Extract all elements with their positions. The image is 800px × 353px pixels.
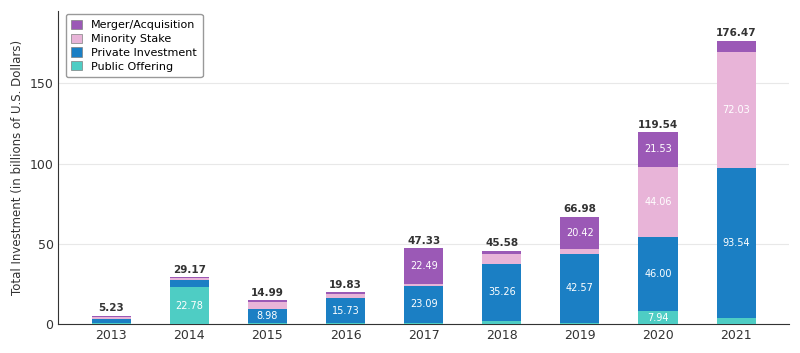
Bar bbox=[92, 317, 130, 319]
Bar bbox=[326, 298, 365, 323]
Bar bbox=[404, 284, 443, 286]
Bar bbox=[326, 323, 365, 324]
Text: 45.58: 45.58 bbox=[486, 239, 518, 249]
Bar bbox=[326, 294, 365, 298]
Bar bbox=[638, 167, 678, 238]
Text: 14.99: 14.99 bbox=[251, 288, 284, 298]
Bar bbox=[404, 286, 443, 323]
Text: 42.57: 42.57 bbox=[566, 283, 594, 293]
Text: 47.33: 47.33 bbox=[407, 236, 440, 246]
Bar bbox=[404, 248, 443, 284]
Bar bbox=[248, 301, 287, 309]
Bar bbox=[170, 277, 209, 278]
Bar bbox=[92, 316, 130, 317]
Text: 44.06: 44.06 bbox=[644, 197, 672, 207]
Bar bbox=[482, 264, 522, 321]
Text: 35.26: 35.26 bbox=[488, 287, 516, 297]
Bar bbox=[248, 323, 287, 324]
Text: 46.00: 46.00 bbox=[644, 269, 672, 279]
Bar bbox=[170, 280, 209, 287]
Bar bbox=[717, 168, 756, 318]
Bar bbox=[560, 249, 599, 254]
Bar bbox=[92, 323, 130, 324]
Text: 176.47: 176.47 bbox=[716, 29, 757, 38]
Text: 93.54: 93.54 bbox=[722, 238, 750, 248]
Bar bbox=[560, 323, 599, 324]
Text: 22.49: 22.49 bbox=[410, 261, 438, 271]
Bar bbox=[638, 238, 678, 311]
Bar bbox=[560, 216, 599, 249]
Text: 29.17: 29.17 bbox=[173, 265, 206, 275]
Text: 5.23: 5.23 bbox=[98, 303, 124, 313]
Text: 15.73: 15.73 bbox=[332, 306, 359, 316]
Bar bbox=[638, 311, 678, 324]
Text: 66.98: 66.98 bbox=[563, 204, 596, 214]
Bar bbox=[482, 251, 522, 254]
Bar bbox=[326, 292, 365, 294]
Bar bbox=[717, 318, 756, 324]
Bar bbox=[482, 321, 522, 324]
Bar bbox=[717, 52, 756, 168]
Bar bbox=[717, 41, 756, 52]
Text: 20.42: 20.42 bbox=[566, 228, 594, 238]
Text: 119.54: 119.54 bbox=[638, 120, 678, 130]
Text: 8.98: 8.98 bbox=[257, 311, 278, 321]
Bar bbox=[638, 132, 678, 167]
Bar bbox=[482, 254, 522, 264]
Text: 21.53: 21.53 bbox=[644, 144, 672, 155]
Text: 23.09: 23.09 bbox=[410, 299, 438, 309]
Text: 72.03: 72.03 bbox=[722, 105, 750, 115]
Text: 22.78: 22.78 bbox=[175, 301, 203, 311]
Bar bbox=[170, 278, 209, 280]
Bar bbox=[248, 309, 287, 323]
Bar bbox=[170, 287, 209, 324]
Text: 19.83: 19.83 bbox=[329, 280, 362, 290]
Y-axis label: Total Investment (in billions of U.S. Dollars): Total Investment (in billions of U.S. Do… bbox=[11, 40, 24, 295]
Bar bbox=[248, 300, 287, 301]
Text: 7.94: 7.94 bbox=[647, 313, 669, 323]
Bar bbox=[92, 319, 130, 323]
Bar bbox=[404, 323, 443, 324]
Legend: Merger/Acquisition, Minority Stake, Private Investment, Public Offering: Merger/Acquisition, Minority Stake, Priv… bbox=[66, 14, 202, 77]
Bar bbox=[560, 254, 599, 323]
